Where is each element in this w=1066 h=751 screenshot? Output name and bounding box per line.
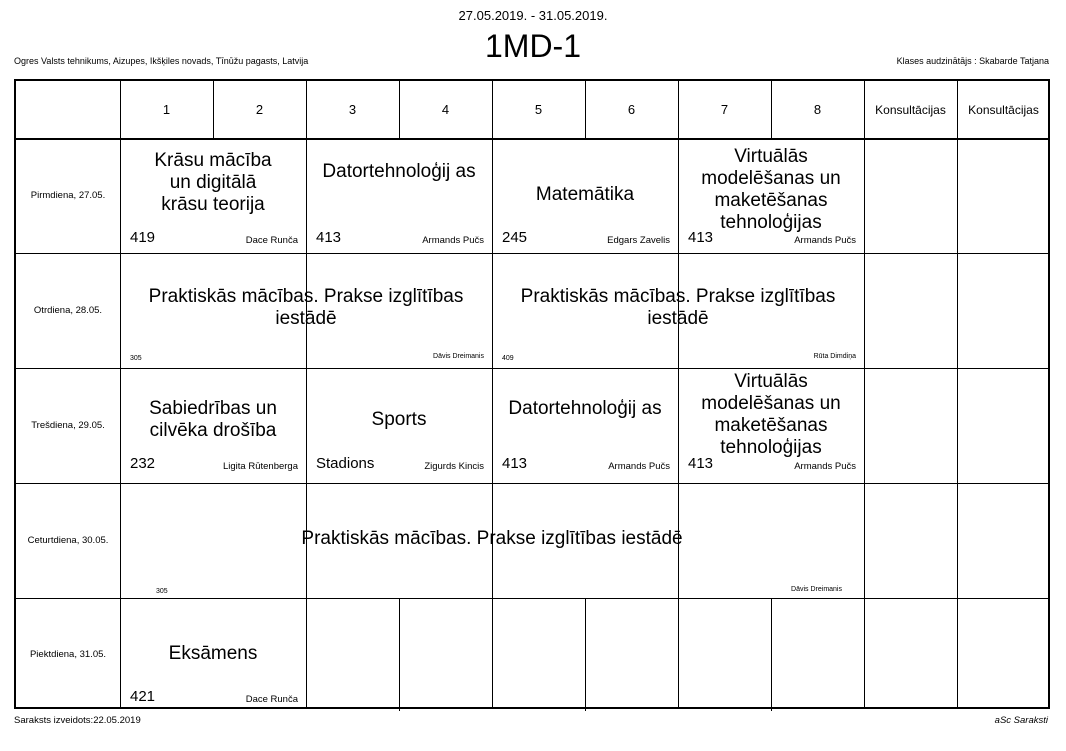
lesson-teacher: Dace Runča — [245, 235, 298, 246]
lesson-card[interactable]: Sports Stadions Zigurds Kincis — [306, 368, 492, 483]
lesson-subject: Praktiskās mācības. Prakse izglītības ie… — [520, 286, 836, 329]
lesson-room: 409 — [502, 355, 514, 362]
lesson-room: 232 — [130, 455, 156, 472]
day-label-wednesday: Trešdiena, 29.05. — [31, 420, 105, 431]
lesson-subject: Datortehnoloģij as — [508, 398, 662, 419]
lesson-room: 413 — [688, 229, 714, 246]
lesson-teacher: Armands Pučs — [794, 461, 856, 472]
lesson-subject: Sports — [371, 409, 427, 430]
lesson-teacher: Dace Runča — [245, 694, 298, 705]
lesson-teacher: Armands Pučs — [608, 461, 670, 472]
lesson-subject: Praktiskās mācības. Prakse izglītības ie… — [301, 528, 683, 549]
lesson-teacher: Edgars Zavelis — [607, 235, 670, 246]
lesson-room: 413 — [502, 455, 528, 472]
period-header-8: 8 — [813, 102, 822, 117]
day-label-friday: Piektdiena, 31.05. — [29, 649, 107, 660]
lesson-card[interactable]: Matemātika 245 Edgars Zavelis — [492, 138, 678, 253]
date-range: 27.05.2019. - 31.05.2019. — [458, 8, 608, 23]
lesson-room: 305 — [156, 588, 168, 595]
class-title: 1MD-1 — [484, 28, 581, 64]
lesson-teacher: Zigurds Kincis — [424, 461, 484, 472]
lesson-room: 413 — [688, 455, 714, 472]
lesson-card[interactable]: Eksāmens 421 Dace Runča — [120, 598, 306, 711]
period-header-5: 5 — [534, 102, 543, 117]
lesson-subject: Virtuālās modelēšanas un maketēšanas teh… — [701, 146, 841, 233]
consultation-header-2: Konsultācijas — [968, 102, 1039, 117]
lesson-subject: Eksāmens — [168, 643, 258, 664]
created-date: Saraksts izveidots:22.05.2019 — [14, 715, 141, 726]
period-header-6: 6 — [627, 102, 636, 117]
lesson-card[interactable]: Praktiskās mācības. Prakse izglītības ie… — [120, 253, 492, 368]
period-header-4: 4 — [441, 102, 450, 117]
period-header-7: 7 — [720, 102, 729, 117]
lesson-card[interactable]: Praktiskās mācības. Prakse izglītības ie… — [120, 483, 864, 598]
lesson-subject: Praktiskās mācības. Prakse izglītības ie… — [148, 286, 464, 329]
brand-label: aSc Saraksti — [994, 715, 1048, 726]
timetable-grid: 1 2 3 4 5 6 7 8 Konsultācijas Konsultāci… — [14, 79, 1050, 711]
lesson-card[interactable]: Krāsu mācība un digitālā krāsu teorija 4… — [120, 138, 306, 253]
lesson-room: 413 — [316, 229, 342, 246]
lesson-subject: Sabiedrības un cilvēka drošība — [149, 398, 277, 441]
lesson-teacher: Dāvis Dreimanis — [791, 586, 842, 593]
lesson-room: Stadions — [316, 455, 375, 472]
class-teacher: Klases audzinātājs : Skabarde Tatjana — [896, 56, 1049, 66]
lesson-card[interactable]: Sabiedrības un cilvēka drošība 232 Ligit… — [120, 368, 306, 483]
school-name: Ogres Valsts tehnikums, Aizupes, Ikšķile… — [14, 56, 309, 66]
lesson-subject: Virtuālās modelēšanas un maketēšanas teh… — [701, 371, 841, 458]
period-header-2: 2 — [255, 102, 264, 117]
day-label-monday: Pirmdiena, 27.05. — [30, 190, 106, 201]
lesson-card[interactable]: Datortehnoloģij as 413 Armands Pučs — [492, 368, 678, 483]
period-header-1: 1 — [162, 102, 171, 117]
lesson-card[interactable]: Datortehnoloģij as 413 Armands Pučs — [306, 138, 492, 253]
lesson-teacher: Dāvis Dreimanis — [433, 353, 484, 360]
lesson-teacher: Rūta Dimdiņa — [813, 353, 856, 360]
period-header-3: 3 — [348, 102, 357, 117]
lesson-teacher: Armands Pučs — [794, 235, 856, 246]
day-label-tuesday: Otrdiena, 28.05. — [33, 305, 103, 316]
lesson-teacher: Ligita Rūtenberga — [223, 461, 298, 472]
lesson-subject: Krāsu mācība un digitālā krāsu teorija — [154, 150, 272, 215]
lesson-room: 419 — [130, 229, 156, 246]
lesson-subject: Matemātika — [535, 184, 635, 205]
lesson-teacher: Armands Pučs — [422, 235, 484, 246]
lesson-card[interactable]: Virtuālās modelēšanas un maketēšanas teh… — [678, 368, 864, 483]
lesson-card[interactable]: Praktiskās mācības. Prakse izglītības ie… — [492, 253, 864, 368]
lesson-subject: Datortehnoloģij as — [322, 161, 476, 182]
consultation-header-1: Konsultācijas — [875, 102, 946, 117]
lesson-room: 421 — [130, 688, 156, 705]
lesson-room: 305 — [130, 355, 142, 362]
lesson-room: 245 — [502, 229, 528, 246]
lesson-card[interactable]: Virtuālās modelēšanas un maketēšanas teh… — [678, 138, 864, 253]
day-label-thursday: Ceturtdiena, 30.05. — [27, 535, 109, 546]
